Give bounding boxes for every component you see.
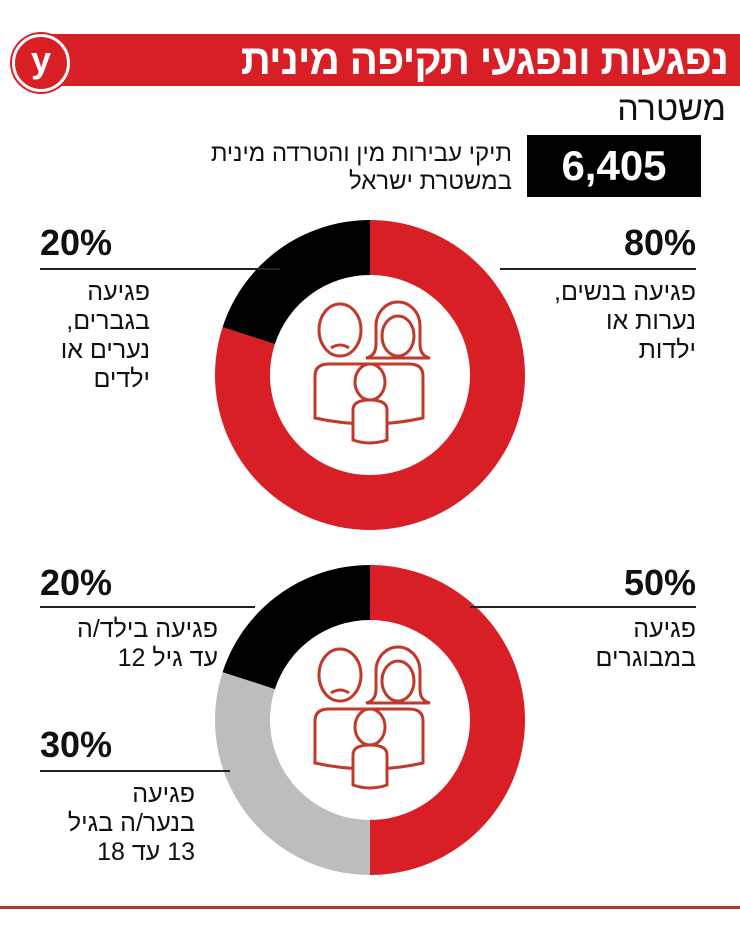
donut-chart-gender [215,220,525,530]
slice-label-line: פגיעה [87,278,150,306]
divider [470,606,696,608]
slice-label: פגיעה בגברים, נערים או ילדים [40,278,150,394]
slice-label-line: 13 עד 18 [97,838,195,866]
slice-label-pct: 50% [623,562,696,603]
total-description-line: במשטרת ישראל [348,168,512,195]
slice-label-pct: 20% [40,222,113,263]
slice-label: פגיעה בנער/ה בגיל 13 עד 18 [40,780,195,867]
slice-label-line: בגברים, [66,307,150,335]
slice-label-pct: 20% [40,562,113,603]
donut-slice [214,672,370,875]
total-description-line: תיקי עבירות מין והטרדה מינית [210,140,512,167]
slice-label-line: פגיעה [633,615,696,643]
page-title: נפגעות ונפגעי תקיפה מינית [240,36,729,83]
donut-slice [222,565,370,690]
donut-slice [222,220,370,345]
bottom-divider [0,906,740,909]
slice-label-line: פגיעה [132,780,195,808]
divider [40,770,230,772]
donut-slice [370,565,525,875]
total-description: תיקי עבירות מין והטרדה מינית במשטרת ישרא… [211,140,512,196]
divider [500,268,696,270]
slice-label-line: במבוגרים [595,644,696,672]
donut-slice [215,220,525,530]
slice-label-line: נערות או [605,307,696,335]
slice-label: פגיעה בנשים, נערות או ילדות [554,278,696,365]
slice-label-line: עד גיל 12 [117,644,218,672]
total-value: 6,405 [527,135,701,197]
divider [40,606,255,608]
donut-chart-age [214,565,525,875]
slice-label-line: ילדים [93,365,150,393]
slice-label-pct: 80% [623,222,696,263]
slice-label-line: פגיעה בילד/ה [77,615,218,643]
slice-label-line: בנער/ה בגיל [67,809,195,837]
slice-label-line: פגיעה בנשים, [554,278,696,306]
logo: y [12,34,70,92]
slice-label: פגיעה בילד/ה עד גיל 12 [40,615,218,673]
slice-label-pct: 30% [40,724,113,765]
slice-label-line: ילדות [638,336,696,364]
family-icon [313,300,431,445]
divider [40,268,280,270]
slice-label-line: נערים או [60,336,150,364]
header-bar: נפגעות ונפגעי תקיפה מינית [52,34,740,86]
subtitle: משטרה [617,90,726,128]
family-icon [313,645,431,790]
slice-label: פגיעה במבוגרים [596,615,696,673]
